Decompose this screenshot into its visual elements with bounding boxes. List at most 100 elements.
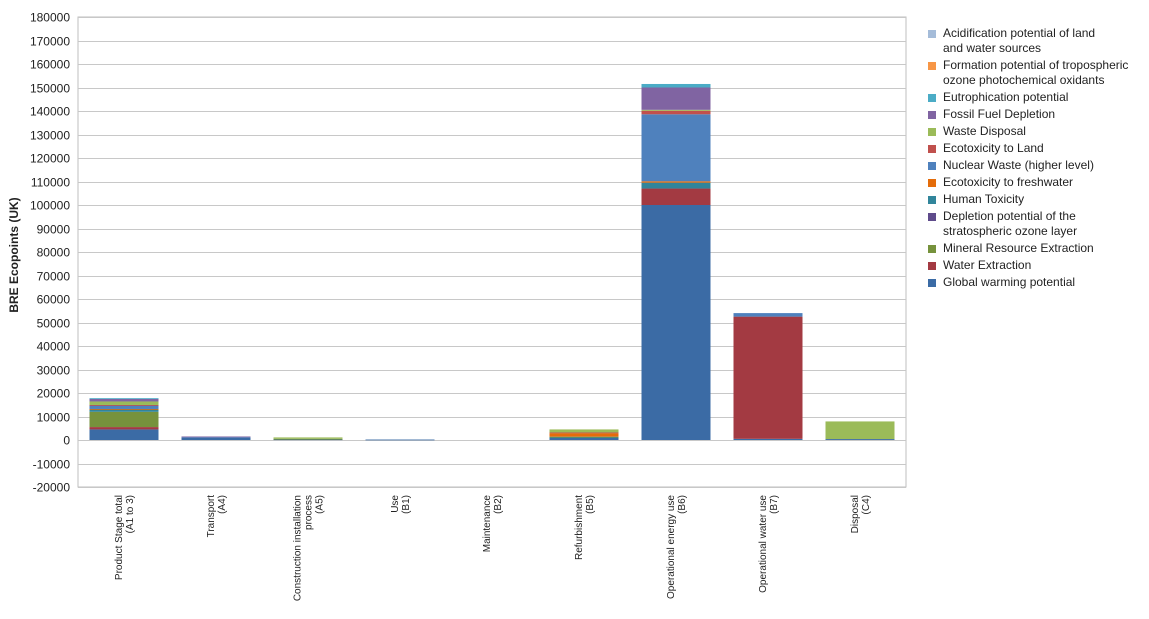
- y-tick-label: 160000: [30, 58, 70, 72]
- legend-label: Eutrophication potential: [943, 90, 1069, 104]
- y-tick-label: 60000: [37, 293, 71, 307]
- y-tick-label: 0: [63, 434, 70, 448]
- x-category-label: Transport (A4): [206, 495, 228, 538]
- x-category-label: Refurbishment (B5): [574, 495, 596, 560]
- legend-label: Depletion potential of the stratospheric…: [943, 209, 1078, 238]
- x-category-label-line: Construction installation: [293, 495, 304, 601]
- legend-swatch: [928, 245, 936, 253]
- y-tick-label: 80000: [37, 246, 71, 260]
- x-category-label-line: Refurbishment: [574, 495, 585, 560]
- x-category-label-line: Use: [390, 495, 401, 513]
- legend-swatch: [928, 62, 936, 70]
- legend-item: Ecotoxicity to freshwater: [928, 175, 1148, 190]
- y-axis-ticks: -20000 -10000 0 10000 20000 30000 40000 50000 60…: [30, 11, 70, 495]
- bar-segment: [549, 433, 619, 437]
- bar-segment: [641, 114, 711, 182]
- x-category-label-line: Disposal: [850, 495, 861, 533]
- x-category-label-line: (B2): [493, 495, 504, 514]
- y-tick-label: 50000: [37, 317, 71, 331]
- legend-label: Nuclear Waste (higher level): [943, 158, 1094, 172]
- x-category-label-line: Transport: [206, 495, 217, 538]
- legend-label: Water Extraction: [943, 258, 1032, 272]
- x-category-label: Maintenance (B2): [482, 495, 504, 553]
- bar-segment: [273, 437, 343, 439]
- bar-segment: [641, 110, 711, 115]
- bar-segment: [549, 437, 619, 438]
- bar-segment: [549, 436, 619, 438]
- legend-swatch: [928, 128, 936, 136]
- y-tick-label: 30000: [37, 364, 71, 378]
- bar-segment: [89, 404, 159, 406]
- legend-item: Mineral Resource Extraction: [928, 241, 1148, 256]
- legend-item: Global warming potential: [928, 275, 1148, 290]
- y-tick-label: 130000: [30, 129, 70, 143]
- bar-segment: [89, 408, 159, 410]
- bar-segment: [365, 439, 435, 441]
- bar-segment: [181, 437, 251, 440]
- legend-item: Waste Disposal: [928, 124, 1148, 139]
- legend-swatch: [928, 179, 936, 187]
- legend-label: Formation potential of tropospheric ozon…: [943, 58, 1129, 87]
- x-category-label: Operational water use (B7): [758, 495, 780, 593]
- legend-swatch: [928, 30, 936, 38]
- y-tick-label: 40000: [37, 340, 71, 354]
- y-tick-label: 90000: [37, 223, 71, 237]
- bar-segment: [89, 411, 159, 428]
- legend-label: Waste Disposal: [943, 124, 1026, 138]
- legend: Acidification potential of land and wate…: [928, 26, 1148, 292]
- bar-segment: [89, 429, 159, 440]
- y-tick-label: 10000: [37, 411, 71, 425]
- legend-item: Acidification potential of land and wate…: [928, 26, 1148, 56]
- bar-segment: [641, 188, 711, 205]
- y-tick-label: 170000: [30, 35, 70, 49]
- legend-swatch: [928, 145, 936, 153]
- x-category-label-line: (B5): [585, 495, 596, 514]
- bar-segment: [89, 427, 159, 430]
- x-category-label-line: Maintenance: [482, 495, 493, 553]
- x-category-label-line: (B1): [401, 495, 412, 514]
- x-category-label: Product Stage total (A1 to 3): [114, 495, 136, 580]
- x-category-label-line: (B6): [677, 495, 688, 514]
- bar-segment: [273, 439, 343, 441]
- bar-segment: [825, 421, 895, 440]
- y-tick-label: 120000: [30, 152, 70, 166]
- legend-label: Fossil Fuel Depletion: [943, 107, 1056, 121]
- legend-item: Formation potential of tropospheric ozon…: [928, 58, 1148, 88]
- legend-swatch: [928, 279, 936, 287]
- legend-item: Fossil Fuel Depletion: [928, 107, 1148, 122]
- legend-label: Mineral Resource Extraction: [943, 241, 1094, 255]
- y-tick-label: 70000: [37, 270, 71, 284]
- bar-segment: [825, 439, 895, 440]
- legend-swatch: [928, 94, 936, 102]
- y-tick-label: 140000: [30, 105, 70, 119]
- legend-label: Human Toxicity: [943, 192, 1025, 206]
- legend-label: Ecotoxicity to freshwater: [943, 175, 1074, 189]
- x-category-label: Construction installation process (A5): [293, 495, 326, 601]
- x-category-label-line: Operational energy use: [666, 495, 677, 599]
- bar-segment: [641, 109, 711, 111]
- x-category-label-line: (A4): [217, 495, 228, 514]
- legend-label: Ecotoxicity to Land: [943, 141, 1044, 155]
- legend-item: Nuclear Waste (higher level): [928, 158, 1148, 173]
- bar-segment: [641, 83, 711, 88]
- bar-segment: [641, 181, 711, 183]
- x-category-label-line: (B7): [769, 495, 780, 514]
- bar-segment: [641, 87, 711, 110]
- bar-segment: [641, 205, 711, 440]
- x-category-label: Use (B1): [390, 495, 412, 514]
- legend-item: Human Toxicity: [928, 192, 1148, 207]
- bar-segment: [273, 438, 343, 440]
- legend-item: Water Extraction: [928, 258, 1148, 273]
- bar-segment: [549, 437, 619, 440]
- y-tick-label: 180000: [30, 11, 70, 25]
- bar-segment: [549, 429, 619, 433]
- bar-segment: [89, 398, 159, 399]
- bar-segment: [733, 313, 803, 317]
- y-tick-label: 20000: [37, 387, 71, 401]
- bar-segment: [733, 438, 803, 440]
- x-category-label: Operational energy use (B6): [666, 495, 688, 599]
- bar-segment: [733, 316, 803, 439]
- y-axis-title: BRE Ecopoints (UK): [7, 197, 21, 312]
- y-tick-label: 100000: [30, 199, 70, 213]
